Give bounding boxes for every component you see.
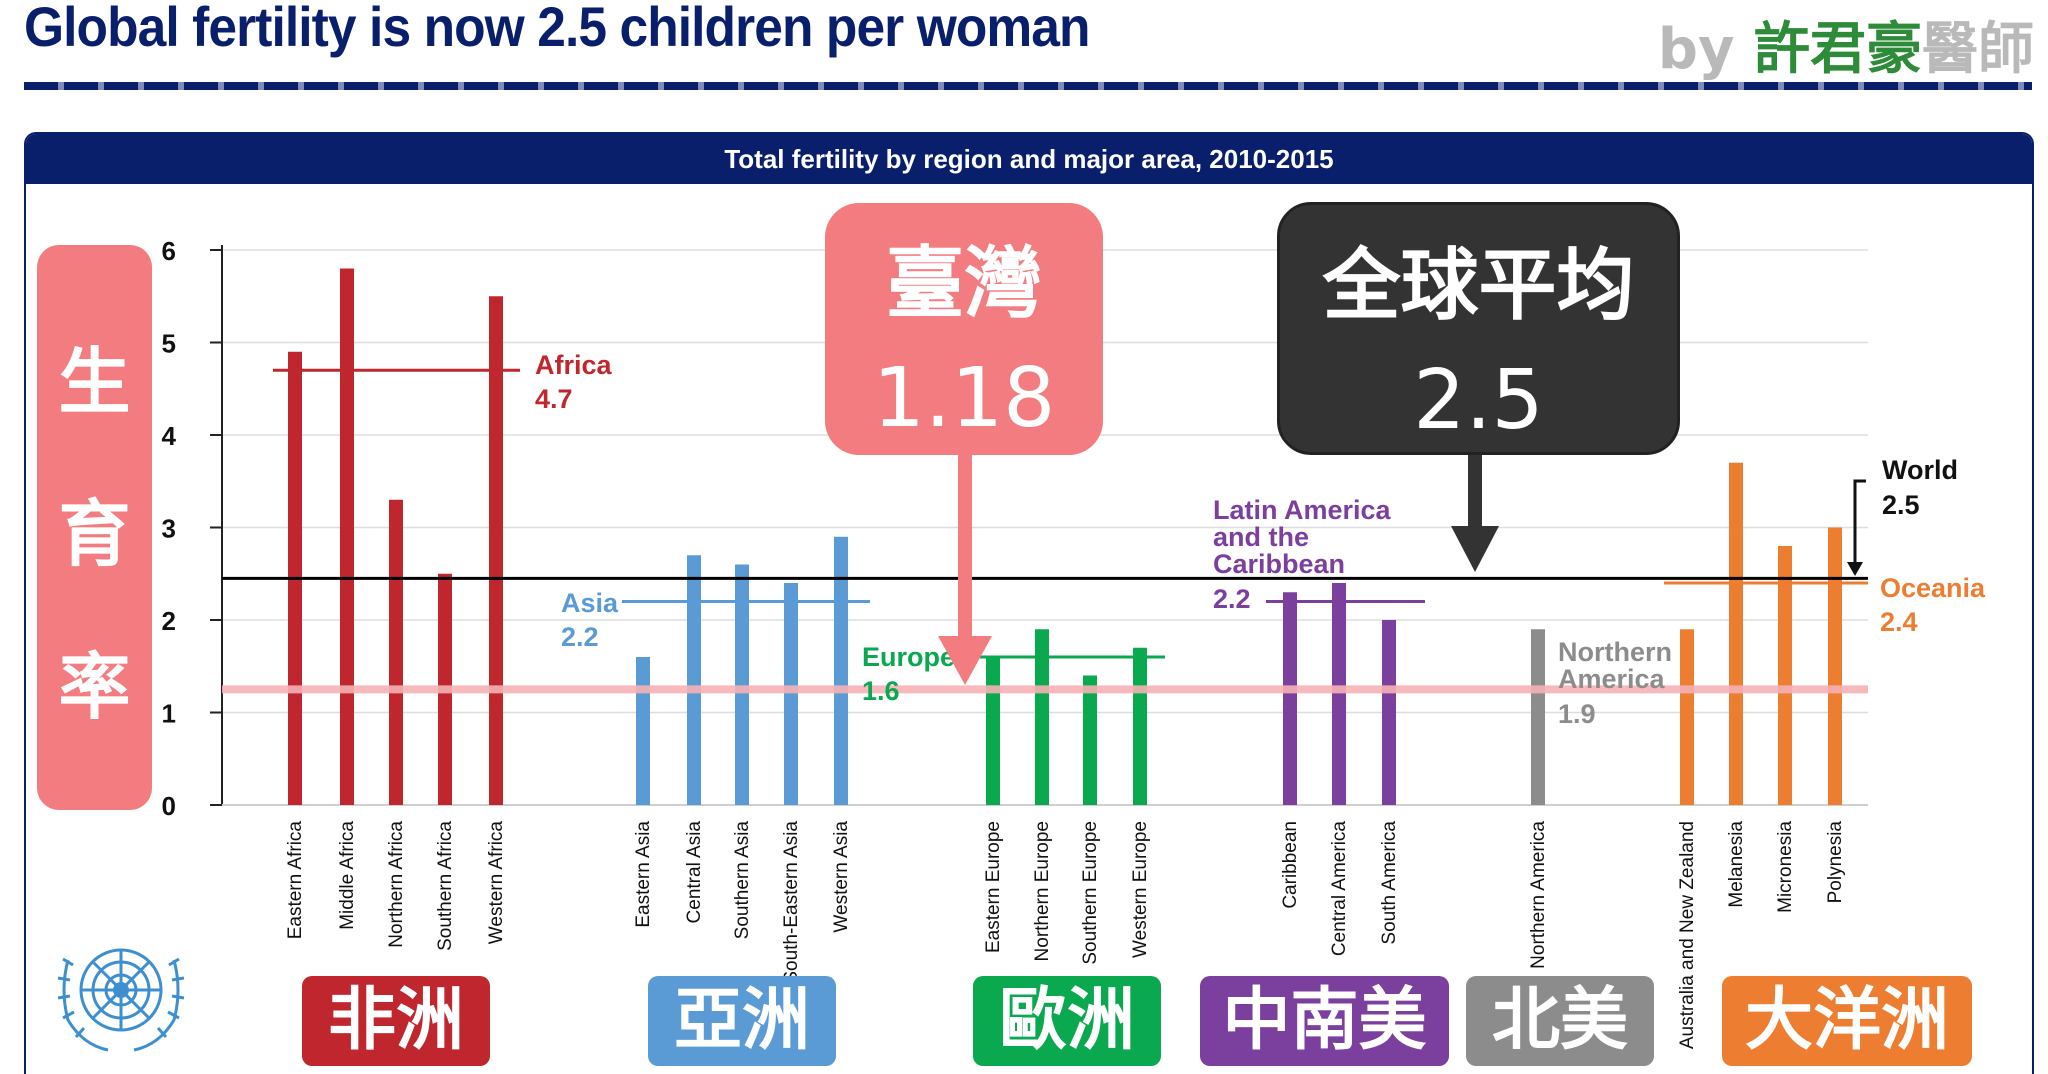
- author-title: 醫師: [1922, 17, 2034, 82]
- x-tick-label: Melanesia: [1726, 821, 1747, 908]
- x-tick-label: Polynesia: [1825, 821, 1846, 904]
- y-tick-label: 5: [162, 329, 176, 359]
- x-tick-label: Western Asia: [831, 821, 852, 933]
- group-label-oceania: Oceania: [1880, 573, 1986, 603]
- group-label-north-america: Northern: [1558, 637, 1672, 667]
- x-tick-label: Southern Africa: [435, 821, 456, 951]
- chart-header-bar: Total fertility by region and major area…: [26, 134, 2032, 184]
- taiwan-arrow-shaft: [958, 453, 972, 648]
- x-tick-label: Southern Europe: [1080, 821, 1101, 965]
- bar-europe: [986, 657, 1000, 805]
- y-tick-label: 0: [162, 791, 176, 821]
- x-tick-label: Northern America: [1528, 821, 1549, 969]
- bar-africa: [489, 296, 503, 805]
- y-axis-label-char: 生: [58, 339, 131, 424]
- group-value-africa: 4.7: [535, 384, 573, 414]
- y-tick-label: 3: [162, 514, 176, 544]
- x-tick-label: Central Asia: [684, 821, 705, 924]
- group-value-latin-america: 2.2: [1213, 584, 1251, 614]
- world-bracket: [1853, 479, 1866, 572]
- x-tick-label: Eastern Europe: [983, 821, 1004, 953]
- group-value-north-america: 1.9: [1558, 699, 1596, 729]
- bar-africa: [389, 499, 403, 805]
- taiwan-callout-title: 臺灣: [885, 239, 1042, 329]
- y-axis-label-char: 率: [58, 644, 131, 729]
- world-bracket-arrowhead: [1847, 562, 1863, 576]
- world-arrow-head: [1451, 526, 1499, 572]
- x-tick-label: Southern Asia: [732, 821, 753, 940]
- x-tick-label: South America: [1379, 821, 1400, 945]
- y-axis-label: 生 育 率: [37, 245, 152, 810]
- group-label-north-america: America: [1558, 664, 1666, 694]
- x-tick-label: Western Europe: [1130, 821, 1151, 958]
- x-tick-label: Northern Europe: [1032, 821, 1053, 961]
- bar-asia: [735, 564, 749, 805]
- chart-title: Total fertility by region and major area…: [724, 144, 1334, 174]
- world-label: World: [1882, 455, 1958, 485]
- taiwan-callout: 臺灣 1.18: [825, 203, 1103, 455]
- x-tick-label: Australia and New Zealand: [1677, 821, 1698, 1049]
- bar-latin-america-and-the-caribbean: [1332, 583, 1346, 805]
- bar-europe: [1133, 647, 1147, 805]
- bar-latin-america-and-the-caribbean: [1283, 592, 1297, 805]
- taiwan-arrow-head: [938, 636, 992, 685]
- bar-oceania: [1778, 546, 1792, 805]
- bar-asia: [784, 583, 798, 805]
- y-axis-label-char: 育: [58, 492, 131, 576]
- bar-asia: [687, 555, 701, 805]
- bar-europe: [1035, 629, 1049, 805]
- bar-asia: [834, 536, 848, 805]
- region-badge-oceania: 大洋洲: [1722, 976, 1972, 1066]
- x-tick-label: Middle Africa: [337, 821, 358, 930]
- world-callout-value: 2.5: [1413, 353, 1544, 448]
- bar-oceania: [1828, 527, 1842, 805]
- region-badge-europe: 歐洲: [973, 976, 1161, 1066]
- y-tick-label: 1: [162, 699, 176, 729]
- region-badge-asia: 亞洲: [648, 976, 836, 1066]
- bar-northern-america: [1531, 629, 1545, 805]
- x-tick-label: Micronesia: [1775, 821, 1796, 913]
- x-tick-label: Western Africa: [486, 821, 507, 945]
- un-emblem-icon: [57, 948, 185, 1052]
- author-name: 許君豪: [1754, 17, 1922, 82]
- group-label-africa: Africa: [535, 350, 613, 380]
- region-badge-latin-america: 中南美: [1200, 976, 1449, 1066]
- x-tick-label: Eastern Asia: [633, 821, 654, 928]
- byline-prefix: by: [1657, 17, 1735, 82]
- author-byline: by 許君豪醫師: [1658, 4, 2034, 85]
- world-value: 2.5: [1882, 490, 1920, 520]
- group-label-latin-america: and the: [1213, 522, 1309, 552]
- world-arrow-shaft: [1468, 453, 1482, 538]
- page-title: Global fertility is now 2.5 children per…: [24, 0, 1091, 58]
- y-tick-label: 4: [162, 421, 177, 451]
- bar-oceania: [1680, 629, 1694, 805]
- bar-asia: [636, 657, 650, 805]
- x-tick-label: Northern Africa: [386, 821, 407, 948]
- group-label-europe: Europe: [862, 642, 955, 672]
- bar-europe: [1083, 675, 1097, 805]
- x-tick-label: Eastern Africa: [285, 821, 306, 940]
- y-tick-label: 6: [162, 236, 176, 266]
- group-label-asia: Asia: [561, 588, 619, 618]
- world-average-callout: 全球平均 2.5: [1277, 202, 1680, 455]
- x-tick-label: South-Eastern Asia: [781, 821, 802, 984]
- region-badge-africa: 非洲: [302, 976, 490, 1066]
- group-value-oceania: 2.4: [1880, 607, 1918, 637]
- group-label-latin-america: Caribbean: [1213, 549, 1345, 579]
- region-badge-north-america: 北美: [1466, 976, 1654, 1066]
- bar-oceania: [1729, 462, 1743, 805]
- x-tick-label: Central America: [1329, 821, 1350, 957]
- group-value-europe: 1.6: [862, 676, 900, 706]
- group-label-latin-america: Latin America: [1213, 495, 1392, 525]
- y-axis-label-box: 生 育 率: [37, 245, 152, 810]
- world-callout-title: 全球平均: [1322, 241, 1635, 331]
- title-divider: [24, 82, 2032, 90]
- bar-latin-america-and-the-caribbean: [1382, 620, 1396, 805]
- group-value-asia: 2.2: [561, 622, 599, 652]
- taiwan-callout-value: 1.18: [872, 351, 1056, 446]
- y-tick-label: 2: [162, 606, 176, 636]
- bar-africa: [340, 268, 354, 805]
- x-tick-label: Caribbean: [1280, 821, 1301, 909]
